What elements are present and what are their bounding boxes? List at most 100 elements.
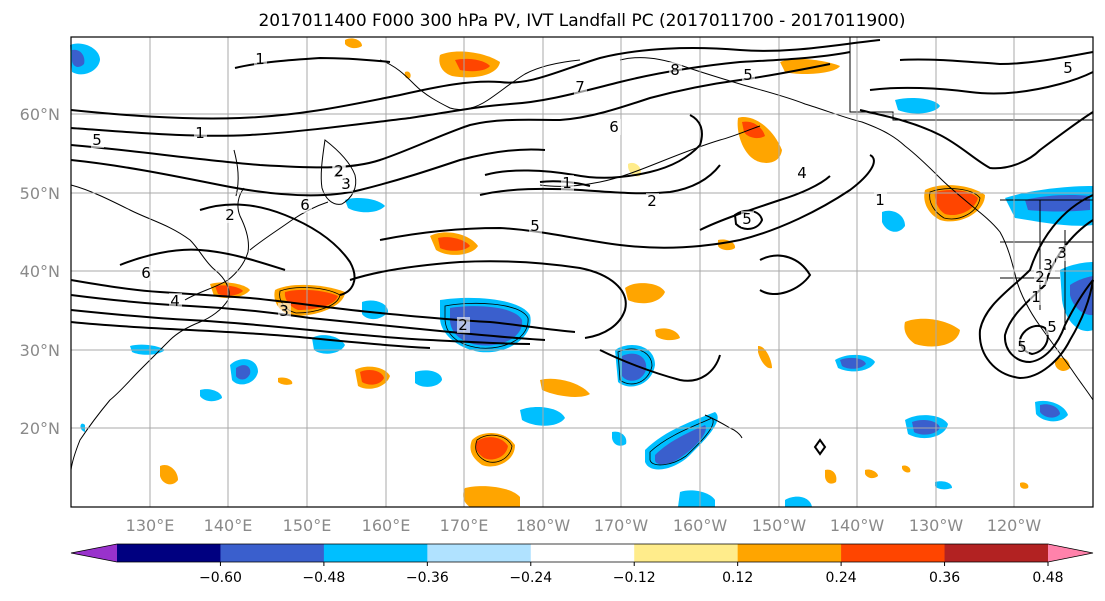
lon-label: 160°E — [362, 516, 411, 535]
contour-label: 2 — [334, 162, 344, 180]
contour-label: 3 — [1057, 244, 1067, 262]
contour-label: 6 — [141, 264, 151, 282]
contour-label: 5 — [1017, 338, 1027, 356]
contour-label-bg — [1016, 339, 1029, 355]
lon-label: 180°W — [516, 516, 571, 535]
colorbar-segment — [117, 544, 221, 562]
pv-contour — [379, 154, 875, 249]
contour-label-bg — [742, 67, 755, 83]
contour-label-bg — [608, 119, 621, 135]
lon-label: 160°W — [673, 516, 728, 535]
pv-contour — [70, 51, 851, 137]
pos-anomaly — [1055, 357, 1070, 371]
lon-label: 150°W — [752, 516, 807, 535]
contour-label-bg — [1062, 60, 1075, 76]
contour-label: 1 — [1031, 288, 1041, 306]
neg-anomaly — [72, 49, 85, 67]
contour-label: 1 — [875, 191, 885, 209]
pos-anomaly — [904, 318, 960, 347]
neg-anomaly — [785, 496, 812, 507]
lon-label: 120°W — [987, 516, 1042, 535]
contour-label: 8 — [670, 61, 680, 79]
contour-label: 2 — [225, 206, 235, 224]
contour-label: 1 — [195, 124, 205, 142]
lat-label: 50°N — [20, 184, 60, 203]
contour-label: 5 — [530, 217, 540, 235]
pos-anomaly — [825, 469, 837, 484]
map-frame — [70, 36, 1094, 508]
map-panel: 15123678655124552643213552132 — [70, 36, 1094, 508]
pv-contour — [484, 114, 703, 179]
colorbar-tick-label: 0.24 — [826, 570, 857, 586]
colorbar-extend-max — [1048, 544, 1093, 562]
colorbar-extend-min — [71, 544, 117, 562]
island-marker — [813, 438, 827, 456]
colorbar-tick-label: 0.48 — [1032, 570, 1063, 586]
contour-label-bg — [1046, 319, 1059, 335]
colorbar-segment — [220, 544, 325, 562]
pv-contour — [759, 254, 812, 295]
pos-anomaly — [865, 469, 878, 479]
latitude-labels: 60°N 50°N 40°N 30°N 20°N — [20, 105, 60, 438]
pv-contour — [70, 39, 881, 120]
contour-lines — [70, 39, 1094, 382]
contour-label-bg — [91, 132, 104, 148]
lat-label: 30°N — [20, 341, 60, 360]
lon-label: 130°W — [909, 516, 964, 535]
contour-label-bg — [278, 303, 291, 319]
pv-contour — [599, 349, 721, 382]
pos-anomaly — [345, 38, 362, 49]
contour-label-bg — [529, 218, 542, 234]
colorbar-segment — [944, 544, 1049, 562]
pos-anomaly — [475, 437, 508, 460]
contour-label: 5 — [1047, 318, 1057, 336]
pv-contour — [859, 109, 1094, 170]
colorbar-segment — [841, 544, 946, 562]
neg-anomaly — [200, 389, 222, 402]
neg-anomaly — [1040, 404, 1060, 418]
neg-anomaly — [678, 490, 715, 507]
contour-label-bg — [140, 265, 153, 281]
colorbar-tick-label: −0.60 — [199, 570, 242, 586]
pos-anomaly — [625, 283, 665, 304]
contour-label-bg — [796, 165, 809, 181]
contour-label: 6 — [609, 118, 619, 136]
kamchatka — [320, 139, 357, 205]
pos-anomaly — [463, 486, 520, 507]
contour-label-bg — [1042, 257, 1055, 273]
lat-label: 60°N — [20, 105, 60, 124]
contour-label: 5 — [1063, 59, 1073, 77]
pos-anomaly — [360, 370, 384, 385]
neg-anomaly — [622, 353, 647, 381]
colorbar-outline — [70, 543, 1094, 563]
pos-anomaly — [655, 328, 680, 341]
contour-label-bg — [1056, 245, 1069, 261]
colorbar-segment — [530, 544, 635, 562]
contour-label: 5 — [742, 210, 752, 228]
pv-contour — [349, 260, 627, 339]
contour-label-bg — [299, 197, 312, 213]
contour-label-bg — [646, 193, 659, 209]
lon-label: 170°E — [440, 516, 489, 535]
pos-anomaly — [284, 289, 338, 310]
pv-contour — [70, 63, 831, 169]
contour-label-bg — [194, 125, 207, 141]
contour-label: 2 — [647, 192, 657, 210]
neg-anomaly — [415, 370, 442, 387]
contour-label-bg — [1030, 289, 1043, 305]
neg-anomaly — [935, 481, 952, 490]
colorbar-segment — [737, 544, 842, 562]
pv-contour — [70, 294, 546, 341]
pos-anomaly — [758, 345, 772, 369]
colorbar-tick-label: 0.12 — [722, 570, 753, 586]
neg-anomaly — [882, 210, 905, 232]
contour-label: 3 — [1043, 256, 1053, 274]
pos-anomaly — [278, 377, 293, 385]
contour-label: 1 — [562, 174, 572, 192]
neg-anomaly — [345, 198, 385, 213]
contour-label-bg — [741, 211, 754, 227]
pos-anomaly — [742, 121, 765, 139]
contour-label-bg — [574, 79, 587, 95]
colorbar-segment — [427, 544, 532, 562]
neg-anomaly — [655, 425, 706, 465]
